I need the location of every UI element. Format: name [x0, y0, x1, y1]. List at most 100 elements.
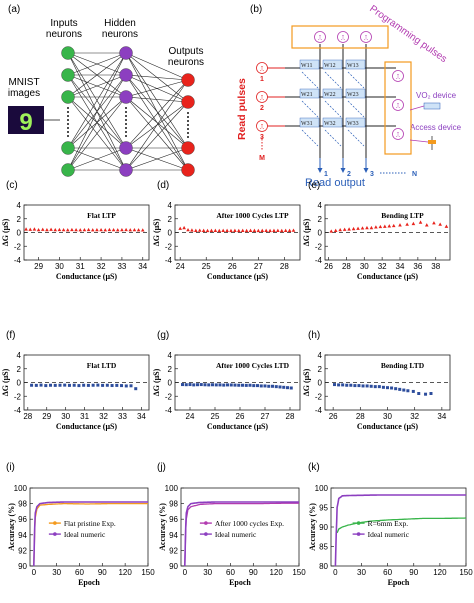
legend-label: R=6mm Exp. [368, 519, 409, 528]
access-device-link [301, 100, 319, 118]
arrow-head [340, 168, 346, 173]
x-tick-label: 27 [261, 412, 270, 421]
hidden-neuron [119, 141, 133, 155]
data-point [351, 226, 356, 231]
data-point [405, 222, 409, 226]
x-tick-label: 60 [383, 568, 392, 577]
legend-marker [204, 532, 208, 536]
programming-pulse-source [314, 31, 326, 43]
legend-label: Ideal numeric [64, 530, 106, 539]
y-tick-label: 94 [169, 531, 178, 540]
x-tick-label: 33 [117, 262, 126, 271]
y-tick-label: -2 [14, 392, 22, 401]
data-point [241, 383, 244, 387]
data-point [337, 383, 341, 387]
data-point [105, 383, 109, 387]
data-point [233, 228, 237, 232]
y-tick-label: 2 [318, 215, 323, 224]
nn-connection [67, 96, 127, 171]
x-tick-label: 28 [286, 412, 295, 421]
y-tick-label: 90 [18, 562, 27, 571]
data-point [357, 384, 361, 388]
x-tick-label: 90 [249, 568, 258, 577]
y-axis-title: Accuracy (%) [308, 503, 317, 551]
data-point [226, 383, 229, 387]
y-tick-label: -4 [165, 406, 173, 415]
weight-label: W33 [347, 121, 359, 127]
x-axis-title: Conductance (μS) [207, 272, 269, 281]
programming-pulse-source [392, 99, 404, 111]
data-point [225, 228, 229, 232]
vo2-device-icon [423, 102, 441, 110]
x-tick-label: 90 [98, 568, 107, 577]
outputs-line2: neurons [168, 57, 204, 68]
row-index: 1 [260, 76, 264, 83]
chart-f: (f) 28 29 30 31 32 33 34 -4 -2 0 2 4 Conductance (μS)… [1, 330, 150, 431]
x-tick-label: 30 [360, 262, 369, 271]
y-tick-label: 0 [318, 379, 323, 388]
legend-marker [356, 532, 361, 536]
vo2-device [345, 117, 366, 128]
data-point [360, 226, 365, 230]
data-point [218, 383, 222, 387]
column-index: 1 [324, 171, 328, 178]
hidden-neuron [119, 163, 133, 177]
data-point [411, 389, 415, 393]
hidden-line1: Hidden [104, 18, 136, 29]
data-point [128, 228, 133, 232]
x-tick-label: 0 [333, 568, 338, 577]
data-point [199, 383, 203, 387]
data-point [70, 227, 74, 232]
data-point [252, 384, 256, 388]
data-point [134, 387, 138, 391]
programming-pulse-source [392, 128, 404, 140]
data-point [233, 383, 237, 387]
y-tick-label: -4 [315, 256, 323, 265]
x-tick-label: 30 [55, 262, 64, 271]
vo2-device [322, 88, 343, 99]
plot-frame [29, 487, 149, 567]
x-tick-label: 120 [269, 568, 283, 577]
data-point [369, 384, 373, 388]
input-neuron [61, 163, 75, 177]
data-point [53, 383, 57, 387]
x-tick-label: 30 [203, 568, 212, 577]
data-point [377, 385, 381, 389]
x-tick-label: 60 [75, 568, 84, 577]
programming-pulse-source [337, 31, 349, 43]
data-point [182, 225, 186, 230]
data-point [369, 225, 374, 230]
x-tick-label: 150 [459, 568, 473, 577]
data-point [345, 383, 349, 387]
input-neuron [61, 141, 75, 155]
data-point [28, 227, 33, 231]
chart-i: (i) 0 30 60 90 120 150 90 92 94 96 98 100 Epoch Accura… [6, 462, 155, 587]
column-index: 2 [347, 171, 351, 178]
row-index: M [259, 155, 265, 162]
y-tick-label: 80 [319, 562, 328, 571]
data-point [213, 228, 218, 232]
data-point [386, 386, 389, 390]
data-point [244, 383, 248, 387]
access-device-link [347, 129, 365, 147]
nn-connection [125, 52, 189, 149]
legend-label: Flat pristine Exp. [64, 519, 116, 528]
legend-label: Ideal numeric [368, 530, 410, 539]
y-tick-label: 0 [17, 229, 22, 238]
y-tick-label: -4 [14, 256, 22, 265]
x-tick-label: 32 [97, 262, 106, 271]
data-point [237, 228, 241, 233]
weight-label: W11 [301, 63, 312, 69]
y-tick-label: 2 [318, 365, 323, 374]
data-point [398, 387, 402, 391]
vo2-device [299, 59, 320, 70]
y-tick-label: 4 [17, 351, 22, 360]
data-point [120, 227, 124, 232]
data-point [217, 228, 222, 233]
y-tick-label: -4 [14, 406, 22, 415]
x-tick-label: 36 [413, 262, 422, 271]
legend-marker [53, 521, 57, 525]
vo2-device-label: VO₂ device [416, 91, 457, 100]
data-point [39, 383, 43, 387]
access-device-link [324, 71, 342, 89]
